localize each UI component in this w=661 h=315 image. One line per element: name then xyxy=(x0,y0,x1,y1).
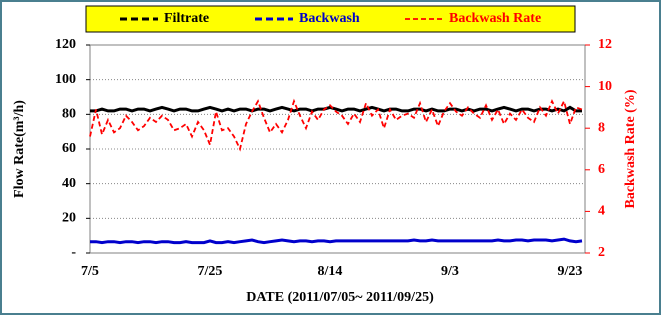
y-tick-label: 40 xyxy=(62,176,76,191)
y2-tick-label: 4 xyxy=(598,204,605,219)
y-tick-label: 120 xyxy=(55,37,76,52)
x-tick-label: 7/5 xyxy=(81,264,99,279)
legend-label: Backwash xyxy=(299,11,360,26)
series-line xyxy=(89,98,583,152)
x-tick-label: 7/25 xyxy=(198,264,223,279)
y-tick-label: - xyxy=(71,245,76,260)
y2-tick-label: 6 xyxy=(598,162,605,177)
legend-label: Filtrate xyxy=(164,11,209,26)
y-tick-label: 80 xyxy=(62,107,76,122)
series-line xyxy=(90,237,583,245)
y-tick-label: 60 xyxy=(62,141,76,156)
y2-tick-label: 8 xyxy=(598,120,605,135)
y2-axis-label: Backwash Rate (%) xyxy=(623,89,638,208)
legend-label: Backwash Rate xyxy=(449,11,541,26)
y2-tick-label: 2 xyxy=(598,245,605,260)
x-tick-label: 9/23 xyxy=(558,264,583,279)
plot-area xyxy=(89,44,586,254)
x-axis-label: DATE (2011/07/05~ 2011/09/25) xyxy=(246,290,434,305)
series-line xyxy=(90,105,582,113)
y-axis-label: Flow Rate(m³/h) xyxy=(12,100,27,198)
y-tick-label: 100 xyxy=(55,72,76,87)
x-tick-label: 9/3 xyxy=(441,264,459,279)
y2-tick-label: 10 xyxy=(598,79,612,94)
x-tick-label: 8/14 xyxy=(318,264,343,279)
legend xyxy=(85,5,576,33)
y2-tick-label: 12 xyxy=(598,37,612,52)
y-tick-label: 20 xyxy=(62,211,76,226)
